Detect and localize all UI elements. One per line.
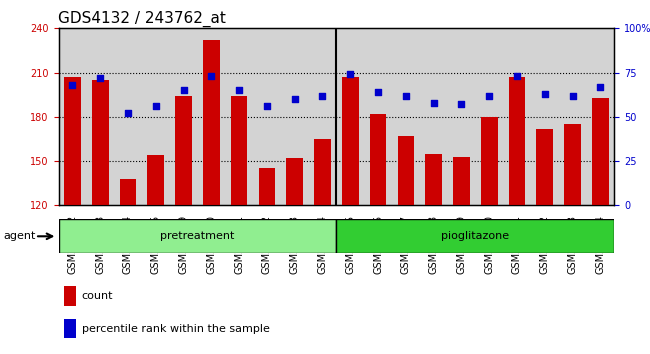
Text: count: count [82, 291, 113, 301]
Point [206, 73, 216, 79]
Point [95, 75, 105, 81]
Bar [287, 158, 303, 205]
Point [123, 110, 133, 116]
Point [456, 102, 467, 107]
Bar [231, 96, 248, 205]
Bar [176, 96, 192, 205]
Point [512, 73, 522, 79]
Bar [425, 154, 442, 205]
Point [428, 100, 439, 105]
Point [262, 103, 272, 109]
Bar [564, 124, 581, 205]
Bar [536, 129, 553, 205]
Bar [398, 136, 414, 205]
Point [67, 82, 77, 88]
Text: pretreatment: pretreatment [161, 231, 235, 241]
Bar [58, 219, 337, 253]
Point [317, 93, 328, 98]
Bar [203, 40, 220, 205]
Bar [259, 169, 275, 205]
Text: percentile rank within the sample: percentile rank within the sample [82, 324, 270, 333]
Bar [337, 219, 614, 253]
Bar [64, 286, 76, 306]
Bar [509, 77, 525, 205]
Bar [314, 139, 331, 205]
Point [234, 87, 244, 93]
Bar [120, 179, 136, 205]
Text: GDS4132 / 243762_at: GDS4132 / 243762_at [58, 11, 226, 27]
Point [289, 96, 300, 102]
Bar [453, 156, 470, 205]
Bar [481, 117, 497, 205]
Point [345, 72, 356, 77]
Point [484, 93, 495, 98]
Point [567, 93, 578, 98]
Text: pioglitazone: pioglitazone [441, 231, 510, 241]
Point [373, 89, 384, 95]
Bar [64, 319, 76, 338]
Bar [148, 155, 164, 205]
Text: agent: agent [3, 231, 35, 241]
Bar [342, 77, 359, 205]
Point [595, 84, 606, 90]
Bar [92, 80, 109, 205]
Bar [592, 98, 608, 205]
Bar [370, 114, 386, 205]
Point [540, 91, 550, 97]
Point [178, 87, 188, 93]
Point [151, 103, 161, 109]
Point [400, 93, 411, 98]
Bar [64, 77, 81, 205]
